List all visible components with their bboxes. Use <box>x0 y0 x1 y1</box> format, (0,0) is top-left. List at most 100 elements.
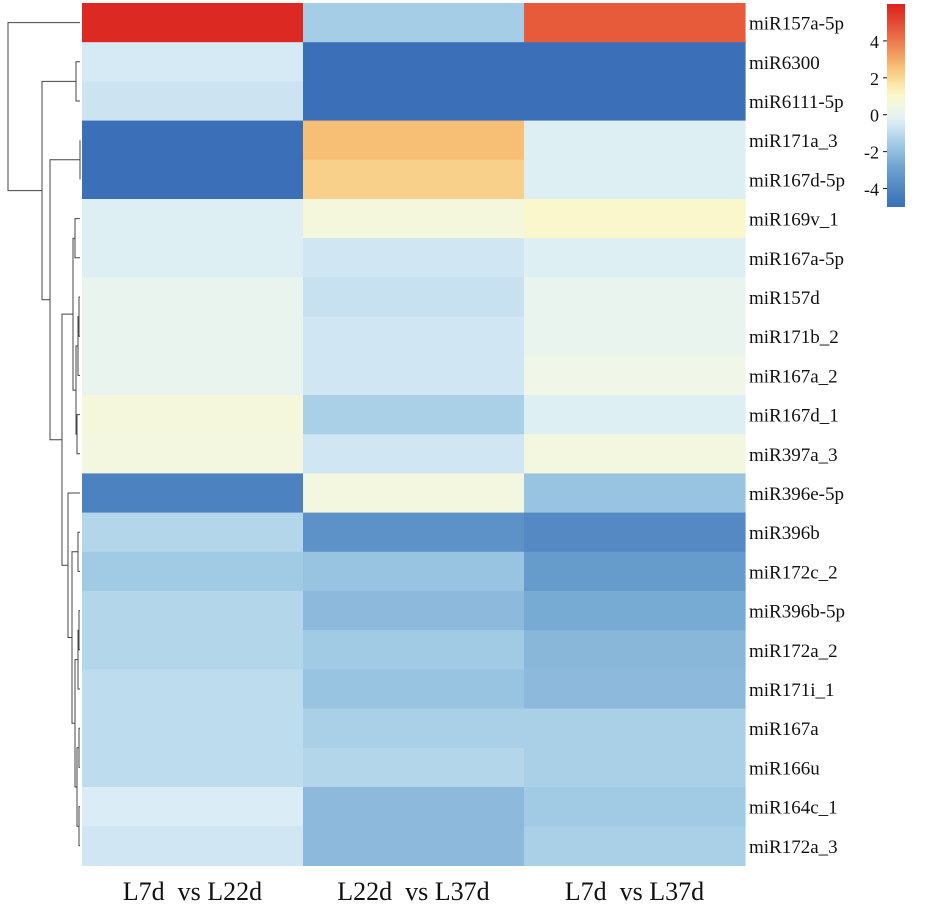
dendrogram-branch <box>78 727 80 768</box>
heatmap-cell <box>303 434 525 474</box>
dendrogram-branch <box>78 296 80 337</box>
heatmap-cell <box>524 787 746 827</box>
column-labels: L7d vs L22d L22d vs L37d L7d vs L37d <box>123 877 704 906</box>
colorbar-gradient <box>887 4 905 207</box>
row-label: miR172a_3 <box>749 837 838 858</box>
heatmap-cell <box>524 591 746 631</box>
heatmap-cell <box>303 238 525 278</box>
heatmap-cell <box>82 238 304 278</box>
heatmap-cell <box>82 708 304 749</box>
heatmap-cell <box>82 512 304 553</box>
row-label: miR396e-5p <box>749 484 844 505</box>
dendrogram-branch <box>78 610 80 651</box>
heatmap-cell <box>303 3 525 43</box>
heatmap-cell <box>524 42 746 82</box>
heatmap-cell <box>524 551 746 592</box>
row-label: miR166u <box>749 758 820 779</box>
row-label: miR396b <box>749 523 820 544</box>
heatmap-cell <box>82 473 304 514</box>
heatmap-cell <box>524 630 746 670</box>
heatmap-cell <box>303 826 525 866</box>
row-label: miR167a_2 <box>749 366 838 387</box>
column-label: L7d vs L22d <box>123 877 262 906</box>
heatmap-cell <box>524 395 746 435</box>
heatmap-cell <box>303 159 525 200</box>
row-label: miR169v_1 <box>749 210 839 231</box>
heatmap-cell <box>524 159 746 200</box>
heatmap-cell <box>82 316 304 357</box>
heatmap-cell <box>82 826 304 866</box>
colorbar: 4 2 0 -2 -4 <box>864 4 905 207</box>
row-label: miR167a <box>749 719 819 740</box>
heatmap-cell <box>303 42 525 82</box>
dendrogram-branch <box>76 414 80 455</box>
heatmap-cell <box>524 199 746 239</box>
heatmap-cell <box>82 395 304 435</box>
row-label: miR172a_2 <box>749 641 838 662</box>
heatmap-cell <box>524 747 746 788</box>
heatmap-cell <box>524 512 746 553</box>
row-label: miR167d_1 <box>749 406 839 427</box>
dendrogram-branch <box>75 61 80 102</box>
dendrogram-branch <box>74 218 80 259</box>
heatmap-cell <box>524 355 746 396</box>
heatmap-cell <box>82 81 304 122</box>
heatmap-cell <box>82 277 304 318</box>
heatmap-cell <box>303 708 525 749</box>
row-dendrogram <box>7 22 81 847</box>
heatmap-cell <box>524 238 746 278</box>
heatmap-cell <box>82 434 304 474</box>
dendrogram-branch <box>41 80 76 301</box>
colorbar-tick-label: 2 <box>870 69 879 89</box>
dendrogram-branch <box>78 806 80 847</box>
heatmap-cell <box>303 81 525 122</box>
heatmap-cell <box>82 787 304 827</box>
heatmap-cell <box>524 277 746 318</box>
row-label: miR6300 <box>749 53 820 74</box>
heatmap-cell <box>303 120 525 161</box>
column-label: L22d vs L37d <box>337 877 489 906</box>
heatmap-cell <box>524 120 746 161</box>
heatmap-cell <box>303 591 525 631</box>
row-label: miR157d <box>749 288 820 309</box>
colorbar-tick-label: 4 <box>870 32 879 52</box>
heatmap-cell <box>303 747 525 788</box>
heatmap-cell <box>524 708 746 749</box>
heatmap-cell <box>303 395 525 435</box>
row-label: miR171a_3 <box>749 131 838 152</box>
heatmap-cells <box>82 3 746 866</box>
heatmap-cell <box>524 434 746 474</box>
heatmap-cell <box>303 473 525 514</box>
row-label: miR167d-5p <box>749 170 845 191</box>
row-label: miR172c_2 <box>749 562 838 583</box>
heatmap-cell <box>82 551 304 592</box>
heatmap-cell <box>303 316 525 357</box>
row-labels: miR157a-5p miR6300 miR6111-5p miR171a_3 miR1… <box>749 14 845 858</box>
heatmap-cell <box>524 316 746 357</box>
heatmap-cell <box>303 669 525 710</box>
heatmap-cell <box>82 630 304 670</box>
colorbar-tick-label: -4 <box>864 180 879 200</box>
heatmap-cell <box>82 591 304 631</box>
row-label: miR397a_3 <box>749 445 838 466</box>
heatmap-cell <box>524 826 746 866</box>
heatmap-cell <box>303 787 525 827</box>
heatmap-cell <box>82 199 304 239</box>
row-label: miR171i_1 <box>749 680 835 701</box>
heatmap-cell <box>524 473 746 514</box>
heatmap-cell <box>82 42 304 82</box>
colorbar-tick-label: -2 <box>864 143 879 163</box>
heatmap-cell <box>524 669 746 710</box>
heatmap-cell <box>303 199 525 239</box>
row-label: miR167a-5p <box>749 249 844 270</box>
row-label: miR164c_1 <box>749 798 838 819</box>
row-label: miR171b_2 <box>749 327 839 348</box>
row-label: miR157a-5p <box>749 14 844 35</box>
heatmap-cell <box>303 512 525 553</box>
heatmap-cell <box>303 277 525 318</box>
heatmap-cell <box>82 747 304 788</box>
column-label: L7d vs L37d <box>565 877 704 906</box>
heatmap-cell <box>303 630 525 670</box>
row-label: miR396b-5p <box>749 602 845 623</box>
